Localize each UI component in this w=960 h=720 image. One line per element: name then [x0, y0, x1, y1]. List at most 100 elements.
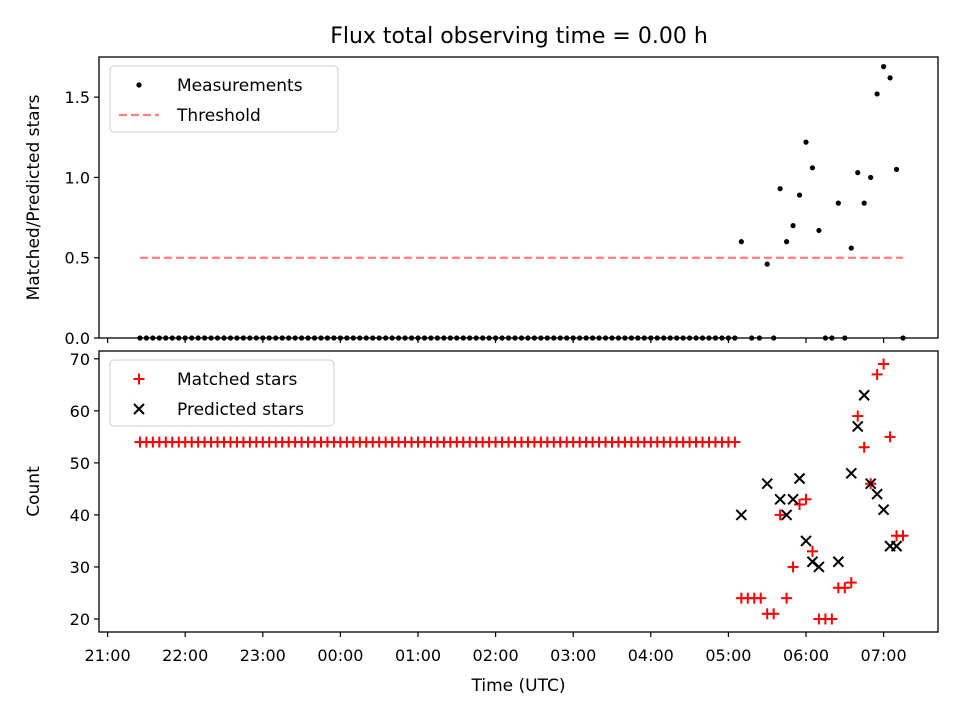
x-tick-label: 02:00 — [473, 646, 519, 665]
legend-label: Predicted stars — [177, 400, 304, 420]
chart-title: Flux total observing time = 0.00 h — [330, 24, 708, 49]
marker-stroke — [832, 556, 845, 568]
predicted-star-point — [852, 420, 864, 433]
matched-star-point — [806, 545, 818, 557]
matched-star-point — [826, 613, 838, 625]
predicted-star-point — [735, 509, 748, 521]
measurement-point — [848, 245, 854, 251]
measurement-point — [855, 170, 861, 176]
predicted-star-point — [890, 540, 903, 552]
y-tick-label: 0.0 — [65, 329, 90, 348]
measurement-point — [777, 186, 783, 192]
x-tick-label: 05:00 — [705, 646, 751, 665]
measurement-point — [835, 200, 841, 206]
y-axis-label: Matched/Predicted stars — [24, 94, 44, 300]
measurement-point — [816, 227, 822, 234]
predicted-star-point — [793, 472, 806, 485]
x-axis-label: Time (UTC) — [471, 676, 566, 696]
marker-stroke — [877, 504, 890, 516]
matched-star-point — [787, 561, 799, 573]
matched-star-point — [768, 608, 780, 620]
measurement-point — [809, 165, 816, 171]
legend-label: Matched stars — [177, 370, 297, 390]
axes-frame — [98, 350, 939, 633]
measurement-point — [874, 91, 880, 97]
legend: Measurements Threshold — [109, 65, 339, 133]
measurement-point — [790, 223, 796, 229]
panel-1: 0.0 0.5 1.0 1.5 Matched/Predicted stars Measu… — [24, 56, 939, 348]
x-tick-label: 22:00 — [162, 646, 208, 665]
measurement-point — [803, 139, 809, 145]
matched-star-point — [781, 592, 793, 604]
marker-stroke — [735, 509, 748, 521]
marker-stroke — [793, 472, 806, 485]
predicted-star-point — [761, 477, 773, 490]
matched-star-point — [794, 499, 806, 511]
predicted-star-point — [877, 504, 890, 516]
y-axis-label: Count — [24, 466, 44, 517]
predicted-star-point — [845, 467, 857, 479]
marker-stroke — [800, 535, 812, 547]
predicted-star-point — [864, 477, 877, 490]
marker-stroke — [858, 389, 870, 401]
marker-stroke — [871, 488, 883, 500]
matched-star-point — [755, 592, 767, 604]
x-tick-label: 01:00 — [395, 646, 441, 665]
predicted-star-point — [774, 493, 786, 506]
marker-stroke — [806, 556, 819, 568]
predicted-star-point — [780, 509, 793, 521]
legend-item: Matched stars — [133, 370, 297, 390]
chart-panels: 0.0 0.5 1.0 1.5 Matched/Predicted stars Measu… — [24, 56, 939, 696]
matched-star-point — [800, 493, 812, 505]
measurement-point — [764, 261, 770, 267]
measurement-point — [887, 75, 893, 81]
legend-box — [109, 65, 339, 133]
matched-star-point — [774, 509, 786, 521]
y-tick-label: 60 — [70, 402, 90, 421]
marker-stroke — [852, 420, 864, 433]
panel-2: 20 30 40 50 60 70 21:00 22:00 23:00 00:00 01:00 02:… — [24, 350, 939, 696]
predicted-star-point — [787, 493, 799, 506]
measurement-point — [893, 166, 900, 172]
predicted-star-point — [858, 389, 870, 401]
x-tick-label: 03:00 — [550, 646, 596, 665]
predicted-star-point — [871, 488, 883, 500]
series-matched-stars — [134, 358, 909, 625]
predicted-star-point — [832, 556, 845, 568]
matched-star-point — [878, 358, 890, 370]
measurement-point — [784, 239, 790, 245]
x-tick-label: 21:00 — [85, 646, 131, 665]
measurement-point — [881, 64, 887, 70]
matched-star-point — [871, 368, 883, 380]
y-tick-label: 30 — [70, 558, 90, 577]
legend-swatch — [133, 403, 145, 415]
matched-star-point — [897, 530, 909, 542]
legend-label: Threshold — [176, 106, 261, 126]
x-tick-label: 07:00 — [861, 646, 907, 665]
predicted-star-point — [813, 561, 825, 573]
predicted-star-point — [800, 535, 812, 547]
matched-star-point — [852, 410, 864, 422]
x-tick-label: 23:00 — [240, 646, 286, 665]
matched-star-point — [858, 441, 870, 453]
y-tick-label: 70 — [70, 350, 90, 369]
marker-stroke — [890, 540, 903, 552]
marker-stroke — [787, 493, 799, 506]
measurement-point — [868, 174, 874, 181]
matched-star-point — [729, 436, 741, 448]
matched-star-point — [884, 431, 896, 443]
marker-stroke — [780, 509, 793, 521]
legend-label: Measurements — [177, 76, 303, 96]
y-tick-label: 1.5 — [65, 88, 90, 107]
marker-stroke — [845, 467, 857, 479]
legend-item: Threshold — [119, 106, 261, 126]
y-tick-label: 40 — [70, 506, 90, 525]
axes-frame — [98, 56, 939, 339]
legend-box — [109, 359, 335, 427]
y-tick-label: 1.0 — [65, 168, 90, 187]
measurement-point — [796, 192, 803, 198]
matched-star-point — [845, 577, 857, 589]
x-tick-label: 00:00 — [317, 646, 363, 665]
matched-star-point — [839, 582, 851, 594]
x-tick-label: 04:00 — [628, 646, 674, 665]
